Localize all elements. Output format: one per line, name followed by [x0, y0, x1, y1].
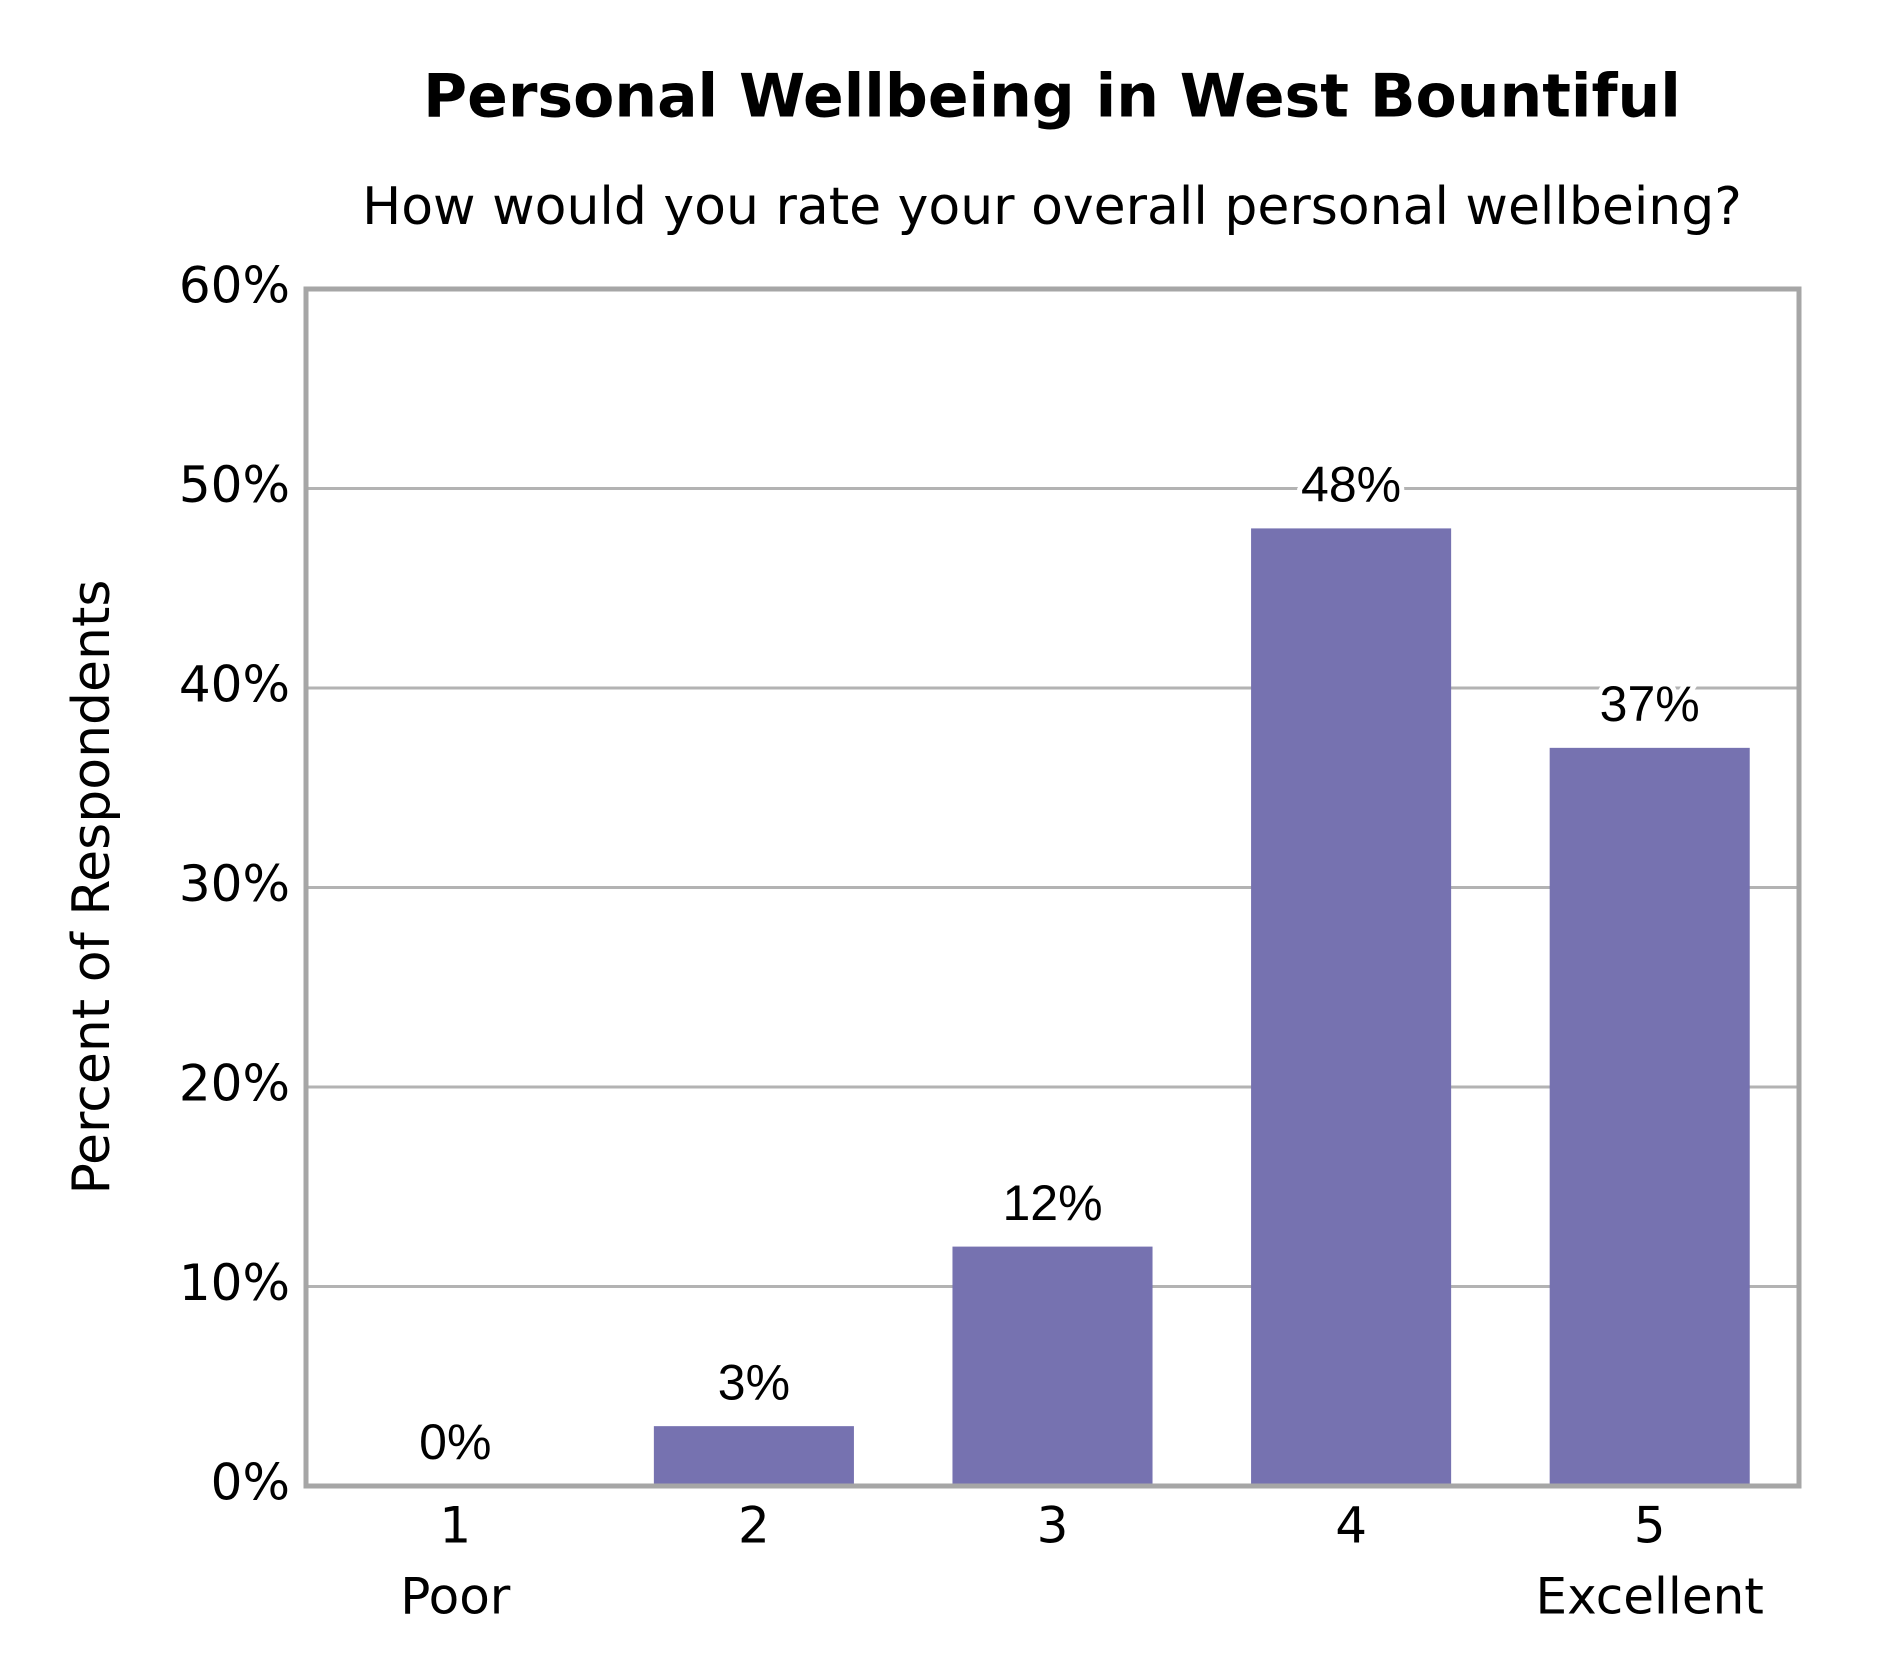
chart-subtitle: How would you rate your overall personal… — [362, 177, 1742, 237]
value-label: 12% — [1002, 1175, 1102, 1231]
x-tick-sublabel: Excellent — [1535, 1568, 1763, 1626]
x-tick-label: 1 — [439, 1497, 471, 1555]
y-tick-label: 50% — [179, 456, 290, 514]
chart-title: Personal Wellbeing in West Bountiful — [423, 62, 1681, 132]
x-tick-label: 4 — [1335, 1497, 1367, 1555]
value-label: 0% — [419, 1414, 491, 1470]
value-label: 37% — [1600, 676, 1700, 732]
x-tick-label: 5 — [1634, 1497, 1666, 1555]
y-tick-label: 10% — [179, 1254, 290, 1312]
y-tick-label: 30% — [179, 855, 290, 913]
y-tick-label: 20% — [179, 1055, 290, 1113]
y-tick-label: 40% — [179, 656, 290, 714]
bar — [1251, 528, 1452, 1486]
y-tick-label: 60% — [179, 257, 290, 315]
value-label: 3% — [718, 1354, 790, 1410]
plot-frame — [303, 286, 1802, 1489]
bar — [952, 1246, 1153, 1486]
y-axis-label: Percent of Respondents — [62, 580, 122, 1195]
x-tick-label: 3 — [1037, 1497, 1069, 1555]
x-tick-sublabel: Poor — [400, 1568, 511, 1626]
bar — [653, 1426, 854, 1486]
value-label: 48% — [1301, 457, 1401, 513]
y-tick-label: 0% — [211, 1454, 290, 1512]
x-tick-label: 2 — [738, 1497, 770, 1555]
bar — [1549, 747, 1750, 1486]
